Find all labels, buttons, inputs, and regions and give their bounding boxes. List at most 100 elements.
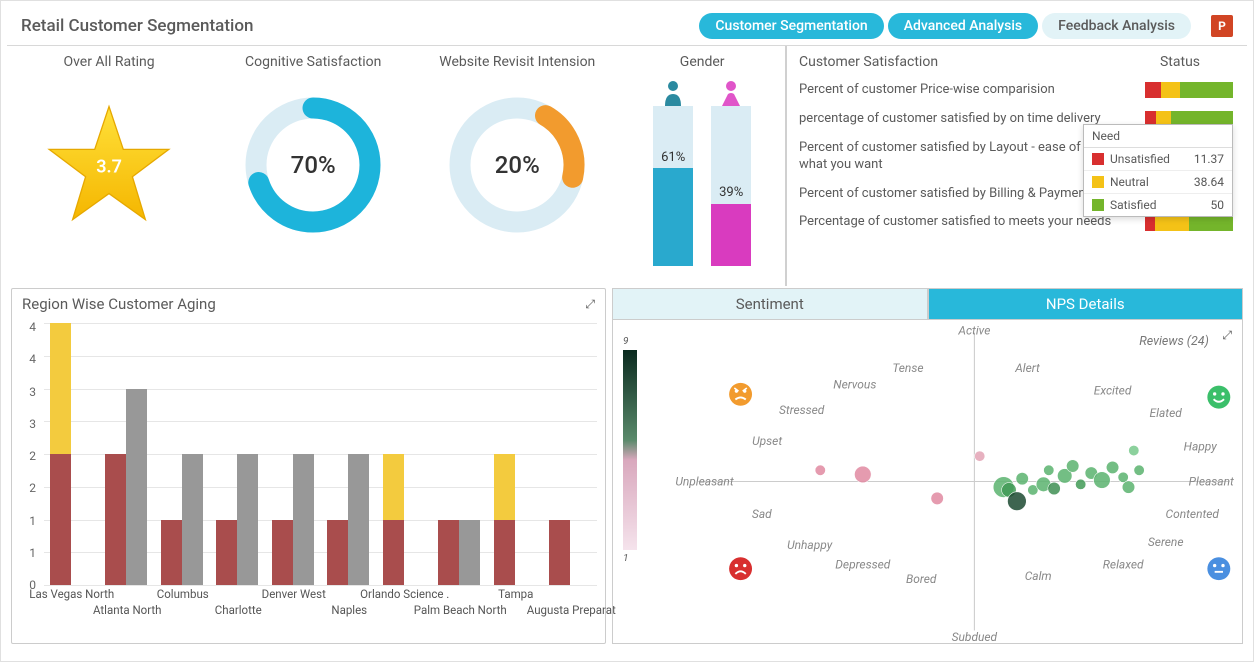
y-tick: 2 <box>29 481 36 495</box>
male-icon <box>662 80 684 106</box>
svg-text:Nervous: Nervous <box>833 378 876 392</box>
stacked-bar[interactable] <box>216 323 237 585</box>
y-tick: 2 <box>29 449 36 463</box>
status-title: Status <box>1125 54 1235 70</box>
sentiment-point[interactable] <box>1122 481 1135 494</box>
kpi-cognitive: Cognitive Satisfaction 70% <box>211 54 415 278</box>
gender-bar-male: 61% <box>653 80 693 266</box>
svg-text:Happy: Happy <box>1184 440 1218 454</box>
region-chart-panel: Region Wise Customer Aging ⤢ 011223344 L… <box>11 288 606 644</box>
color-swatch <box>1092 199 1104 211</box>
bar[interactable] <box>459 520 480 586</box>
kpi-revisit: Website Revisit Intension 20% <box>415 54 619 278</box>
expand-icon[interactable]: ⤢ <box>585 297 595 312</box>
kpi-gender-title: Gender <box>625 54 779 70</box>
status-bar[interactable] <box>1145 215 1233 231</box>
tooltip-row: Neutral38.64 <box>1084 171 1232 194</box>
kpi-gender: Gender 61% 39% <box>619 54 785 278</box>
satisfaction-title: Customer Satisfaction <box>799 54 1125 70</box>
status-bar[interactable] <box>1145 82 1233 98</box>
subtab-sentiment[interactable]: Sentiment <box>612 288 928 320</box>
tab-customer-segmentation[interactable]: Customer Segmentation <box>699 13 883 39</box>
tooltip-label: Unsatisfied <box>1110 152 1194 166</box>
stacked-bar[interactable] <box>438 323 459 585</box>
bar-group <box>216 323 258 585</box>
y-tick: 1 <box>29 514 36 528</box>
sentiment-point[interactable] <box>1016 472 1029 485</box>
bar-group <box>327 323 369 585</box>
sentiment-point[interactable] <box>1134 465 1144 475</box>
tab-advanced-analysis[interactable]: Advanced Analysis <box>888 13 1038 39</box>
sentiment-point[interactable] <box>1066 460 1079 473</box>
stacked-bar[interactable] <box>105 323 126 585</box>
kpi-cognitive-title: Cognitive Satisfaction <box>217 54 409 70</box>
tooltip-value: 11.37 <box>1194 152 1224 166</box>
stacked-bar[interactable] <box>494 323 515 585</box>
sentiment-chart-panel: ⤢ 9 1 ActiveSubduedUnpleasantPleasantTen… <box>612 320 1243 644</box>
female-pct: 39% <box>711 185 751 200</box>
expand-icon[interactable]: ⤢ <box>1222 328 1232 343</box>
sentiment-gradient-legend: 9 1 <box>623 350 637 550</box>
svg-text:Alert: Alert <box>1014 361 1040 375</box>
gradient-top: 9 <box>623 336 628 347</box>
bar-group <box>549 323 591 585</box>
sentiment-point[interactable] <box>931 492 944 505</box>
stacked-bar[interactable] <box>50 323 71 585</box>
svg-text:Unhappy: Unhappy <box>787 538 833 552</box>
gender-bar-female: 39% <box>711 80 751 266</box>
color-swatch <box>1092 176 1104 188</box>
rating-value: 3.7 <box>96 157 122 178</box>
sentiment-point[interactable] <box>815 465 825 475</box>
gradient-bottom: 1 <box>623 553 628 564</box>
x-label: Tampa <box>498 587 533 601</box>
tooltip-label: Neutral <box>1110 175 1194 189</box>
sentiment-point[interactable] <box>854 466 871 483</box>
stacked-bar[interactable] <box>272 323 293 585</box>
sentiment-point[interactable] <box>974 451 984 461</box>
tooltip-row: Unsatisfied11.37 <box>1084 148 1232 171</box>
tooltip-value: 50 <box>1211 198 1225 212</box>
revisit-value: 20% <box>495 151 540 179</box>
x-label: Atlanta North <box>93 603 161 617</box>
tooltip-value: 38.64 <box>1194 175 1224 189</box>
bar[interactable] <box>237 454 258 585</box>
sentiment-point[interactable] <box>1044 465 1054 475</box>
bar[interactable] <box>182 454 203 585</box>
svg-text:Calm: Calm <box>1025 569 1052 583</box>
sentiment-point[interactable] <box>1129 445 1139 455</box>
header-tabs: Customer Segmentation Advanced Analysis … <box>699 13 1233 39</box>
bar[interactable] <box>293 454 314 585</box>
svg-text:Upset: Upset <box>752 434 782 448</box>
stacked-bar[interactable] <box>161 323 182 585</box>
bar[interactable] <box>126 389 147 586</box>
y-tick: 3 <box>29 417 36 431</box>
cognitive-value: 70% <box>291 151 336 179</box>
x-label: Augusta Preparat <box>527 603 616 617</box>
sentiment-point[interactable] <box>1008 492 1027 511</box>
sentiment-point[interactable] <box>1106 461 1119 474</box>
sentiment-point[interactable] <box>1075 479 1085 489</box>
sentiment-subtabs: Sentiment NPS Details <box>612 288 1243 320</box>
svg-text:Elated: Elated <box>1150 406 1183 420</box>
kpi-revisit-title: Website Revisit Intension <box>421 54 613 70</box>
stacked-bar[interactable] <box>327 323 348 585</box>
svg-text:Tense: Tense <box>892 361 923 375</box>
sentiment-point[interactable] <box>1048 482 1061 495</box>
svg-text:Depressed: Depressed <box>835 558 890 572</box>
bar-group <box>50 323 92 585</box>
svg-text:Excited: Excited <box>1094 383 1132 397</box>
tab-feedback-analysis[interactable]: Feedback Analysis <box>1042 13 1191 39</box>
svg-text:Subdued: Subdued <box>952 630 998 643</box>
powerpoint-export-icon[interactable]: P <box>1211 15 1233 37</box>
subtab-nps[interactable]: NPS Details <box>928 288 1244 320</box>
sentiment-point[interactable] <box>1094 472 1111 489</box>
svg-text:Reviews (24): Reviews (24) <box>1139 334 1209 349</box>
stacked-bar[interactable] <box>549 323 570 585</box>
bar-group <box>272 323 314 585</box>
stacked-bar[interactable] <box>383 323 404 585</box>
x-label: Charlotte <box>215 603 262 617</box>
bar[interactable] <box>348 454 369 585</box>
male-pct: 61% <box>653 150 693 165</box>
mood-face-icon <box>1207 557 1230 580</box>
mood-face-icon <box>729 557 752 580</box>
